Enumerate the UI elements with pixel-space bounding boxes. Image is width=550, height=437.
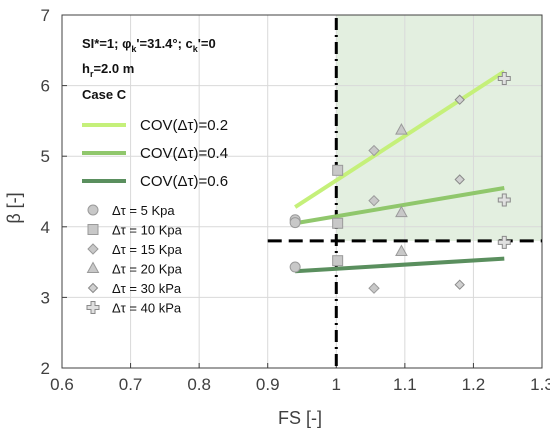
legend-marker-label: Δτ = 5 Kpa — [112, 203, 175, 218]
y-tick-label: 7 — [41, 6, 50, 25]
legend-line-label: COV(Δτ)=0.6 — [140, 173, 228, 190]
legend-marker-label: Δτ = 15 Kpa — [112, 242, 183, 257]
data-point — [497, 193, 511, 207]
data-point — [289, 261, 301, 273]
data-point — [332, 217, 344, 229]
y-tick-label: 3 — [41, 288, 50, 307]
data-point — [454, 94, 465, 105]
x-tick-label: 1.1 — [393, 375, 417, 394]
info-line-hr: hr=2.0 m — [82, 61, 134, 79]
legend-marker-swatch — [86, 301, 100, 314]
info-line-si: SI*=1; φk'=31.4°; ck'=0 — [82, 36, 216, 54]
legend-line-label: COV(Δτ)=0.4 — [140, 145, 228, 162]
legend-marker-swatch — [87, 224, 99, 235]
legend-marker-swatch — [86, 261, 100, 273]
x-tick-label: 1.3 — [530, 375, 550, 394]
y-ticks: 2 3 4 5 6 7 — [41, 6, 67, 378]
data-point — [395, 205, 408, 218]
legend-line-label: COV(Δτ)=0.2 — [140, 117, 228, 134]
series-line — [294, 185, 505, 226]
x-axis-label: FS [-] — [278, 408, 322, 428]
legend-marker-swatch — [87, 282, 99, 294]
x-tick-label: 0.8 — [187, 375, 211, 394]
series-line — [294, 69, 506, 209]
legend-marker-label: Δτ = 20 Kpa — [112, 262, 183, 277]
legend-marker-swatch — [87, 243, 99, 255]
data-point — [368, 144, 380, 157]
info-line-case: Case C — [82, 87, 127, 102]
x-tick-label: 0.6 — [50, 375, 74, 394]
data-point — [395, 123, 408, 135]
data-point — [497, 72, 511, 86]
data-markers — [289, 72, 511, 294]
legend: COV(Δτ)=0.2 COV(Δτ)=0.4 COV(Δτ)=0.6 Δτ = 5 … — [82, 117, 228, 316]
series-line — [295, 256, 505, 274]
y-axis-label: β [-] — [4, 192, 24, 223]
data-point — [332, 255, 344, 267]
data-point — [289, 217, 301, 229]
data-point — [395, 244, 408, 257]
data-point — [368, 282, 380, 294]
plot-frame — [61, 14, 543, 369]
x-tick-label: 0.7 — [119, 375, 143, 394]
legend-marker-label: Δτ = 40 kPa — [112, 301, 182, 316]
y-tick-label: 6 — [41, 77, 50, 96]
x-tick-label: 0.9 — [256, 375, 280, 394]
data-point — [368, 194, 380, 207]
data-point — [454, 279, 465, 290]
series-lines — [294, 69, 506, 274]
x-tick-label: 1 — [332, 375, 341, 394]
legend-marker-label: Δτ = 10 Kpa — [112, 223, 183, 238]
x-tick-label: 1.2 — [462, 375, 486, 394]
legend-marker-label: Δτ = 30 kPa — [112, 281, 182, 296]
y-tick-label: 2 — [41, 359, 50, 378]
y-tick-label: 4 — [41, 218, 50, 237]
data-point — [332, 164, 344, 176]
data-point — [454, 174, 465, 185]
legend-marker-swatch — [87, 204, 99, 216]
y-tick-label: 5 — [41, 147, 50, 166]
acceptable-region — [336, 15, 542, 241]
data-point — [497, 235, 511, 249]
